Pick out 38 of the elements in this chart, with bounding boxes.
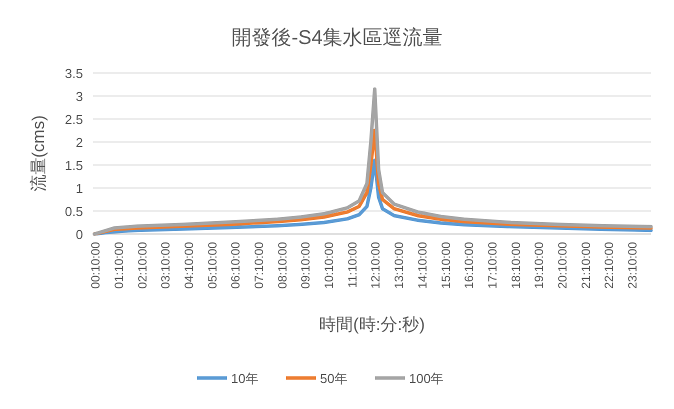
x-tick-label: 19:10:00 bbox=[532, 242, 546, 289]
legend-label: 100年 bbox=[409, 371, 444, 386]
x-tick-label: 11:10:00 bbox=[345, 242, 360, 288]
x-tick-label: 23:10:00 bbox=[626, 242, 640, 289]
chart-title: 開發後-S4集水區逕流量 bbox=[231, 27, 443, 49]
y-tick-label: 0 bbox=[76, 227, 83, 242]
x-tick-label: 09:10:00 bbox=[298, 242, 313, 289]
x-tick-label: 03:10:00 bbox=[158, 242, 173, 289]
x-tick-label: 20:10:00 bbox=[556, 242, 570, 289]
x-tick-label: 10:10:00 bbox=[322, 242, 336, 289]
x-tick-label: 07:10:00 bbox=[252, 242, 266, 289]
x-tick-label: 18:10:00 bbox=[508, 242, 523, 289]
x-tick-label: 16:10:00 bbox=[462, 242, 476, 289]
y-tick-label: 3.5 bbox=[64, 66, 83, 81]
y-tick-label: 0.5 bbox=[64, 204, 83, 219]
x-tick-label: 02:10:00 bbox=[135, 242, 150, 289]
x-axis-title: 時間(時:分:秒) bbox=[319, 315, 425, 334]
x-tick-label: 21:10:00 bbox=[578, 242, 593, 289]
x-tick-label: 13:10:00 bbox=[392, 242, 406, 289]
y-tick-label: 2.5 bbox=[64, 112, 83, 127]
x-tick-label: 00:10:00 bbox=[88, 242, 103, 289]
x-tick-label: 06:10:00 bbox=[228, 242, 243, 289]
x-tick-label: 04:10:00 bbox=[182, 242, 196, 289]
x-tick-label: 14:10:00 bbox=[415, 242, 430, 289]
y-tick-label: 1.5 bbox=[64, 158, 83, 173]
y-axis-title: 流量(cms) bbox=[29, 115, 48, 192]
x-tick-label: 22:10:00 bbox=[602, 242, 616, 289]
x-tick-label: 01:10:00 bbox=[112, 242, 126, 289]
x-tick-label: 15:10:00 bbox=[438, 242, 453, 289]
y-tick-label: 2 bbox=[76, 135, 83, 150]
x-tick-label: 05:10:00 bbox=[205, 242, 220, 289]
y-tick-label: 3 bbox=[76, 89, 83, 104]
y-tick-label: 1 bbox=[76, 181, 83, 196]
legend-label: 50年 bbox=[320, 371, 348, 386]
legend-label: 10年 bbox=[231, 371, 258, 386]
x-tick-label: 17:10:00 bbox=[485, 242, 500, 289]
x-tick-label: 12:10:00 bbox=[368, 242, 383, 289]
x-tick-label: 08:10:00 bbox=[275, 242, 290, 289]
